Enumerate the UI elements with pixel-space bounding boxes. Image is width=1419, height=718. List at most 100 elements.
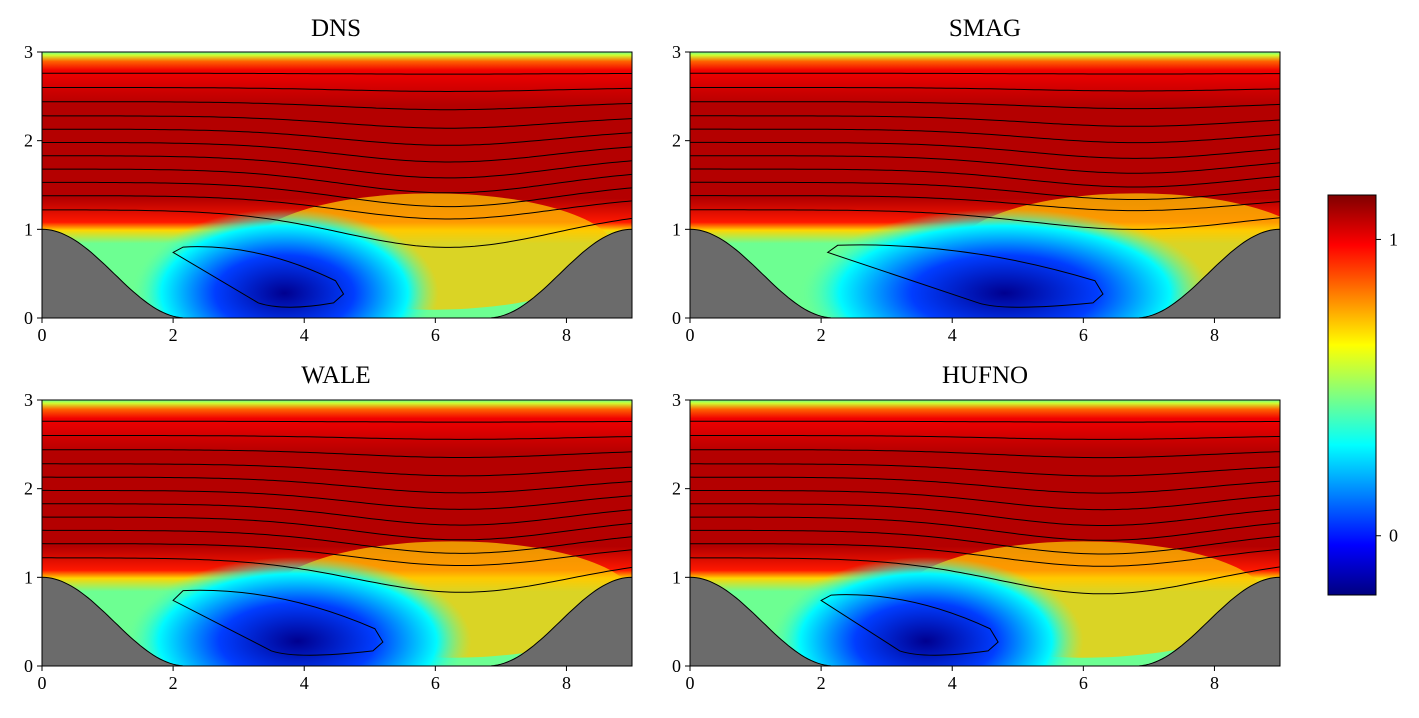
- x-tick-label: 6: [431, 673, 440, 693]
- y-tick-label: 2: [672, 479, 681, 499]
- y-tick-label: 2: [672, 131, 681, 151]
- x-tick-label: 4: [948, 673, 957, 693]
- streamline: [690, 101, 1280, 110]
- x-tick-label: 2: [817, 325, 826, 345]
- y-tick-label: 0: [24, 656, 33, 676]
- recirculation-core: [798, 208, 1212, 318]
- streamline: [42, 516, 632, 541]
- x-tick-label: 6: [1079, 673, 1088, 693]
- streamline: [690, 115, 1280, 127]
- x-tick-label: 0: [38, 673, 47, 693]
- streamline: [690, 209, 1280, 230]
- recirculation-contour: [172, 589, 384, 656]
- streamline: [690, 463, 1280, 477]
- streamline: [690, 72, 1280, 75]
- streamline: [690, 195, 1280, 212]
- streamline: [42, 195, 632, 220]
- y-tick-label: 3: [24, 390, 33, 410]
- panel-dns: DNS 0 2 4 6 8 0 1 2 3: [24, 15, 633, 345]
- streamline: [690, 168, 1280, 188]
- y-tick-label: 3: [672, 42, 681, 62]
- y-tick-label: 2: [24, 131, 33, 151]
- y-tick-label: 2: [24, 479, 33, 499]
- streamline: [690, 420, 1280, 423]
- streamline: [690, 141, 1280, 159]
- streamline: [690, 516, 1280, 541]
- recirculation-core: [768, 556, 1084, 666]
- streamline: [690, 476, 1280, 494]
- streamline: [690, 181, 1280, 200]
- streamline: [42, 115, 632, 129]
- x-tick-label: 6: [1079, 325, 1088, 345]
- streamline: [42, 168, 632, 194]
- streamline: [42, 142, 632, 163]
- panel-wale: WALE 0 2 4 6 8 0 1 2 3: [24, 362, 633, 693]
- streamline: [42, 420, 632, 423]
- y-tick-label: 0: [24, 308, 33, 328]
- y-tick-label: 1: [672, 567, 681, 587]
- x-tick-label: 0: [38, 325, 47, 345]
- x-tick-label: 2: [169, 673, 178, 693]
- y-tick-label: 0: [672, 656, 681, 676]
- y-tick-label: 3: [24, 42, 33, 62]
- x-tick-label: 2: [817, 673, 826, 693]
- x-tick-label: 8: [562, 325, 571, 345]
- hill-geometry: [690, 228, 1280, 318]
- streamline: [42, 543, 632, 566]
- streamline: [42, 449, 632, 458]
- streamline: [42, 489, 632, 510]
- streamline: [42, 557, 632, 593]
- streamline: [690, 557, 1280, 595]
- x-tick-label: 4: [300, 673, 309, 693]
- streamline: [42, 128, 632, 146]
- streamline: [690, 87, 1280, 92]
- x-tick-label: 4: [948, 325, 957, 345]
- colorbar-tick-label: 0: [1389, 526, 1398, 546]
- panel-title: SMAG: [949, 15, 1021, 42]
- colorbar-tick-label: 1: [1389, 229, 1398, 249]
- panel-title: WALE: [301, 362, 370, 389]
- colorbar: 01: [1327, 194, 1398, 596]
- streamline: [42, 181, 632, 208]
- axes-frame: [689, 51, 1281, 319]
- streamline: [42, 87, 632, 92]
- recirculation-core: [123, 556, 472, 666]
- streamline: [42, 529, 632, 554]
- axes-frame: [689, 399, 1281, 667]
- streamline: [690, 128, 1280, 144]
- panel-hufno: HUFNO 0 2 4 6 8 0 1 2 3: [672, 362, 1281, 693]
- y-tick-label: 1: [672, 219, 681, 239]
- streamline: [690, 435, 1280, 440]
- streamline: [690, 529, 1280, 555]
- streamline: [42, 503, 632, 526]
- panel-smag: SMAG 0 2 4 6 8 0 1 2 3: [672, 15, 1281, 345]
- x-tick-label: 8: [1210, 325, 1219, 345]
- panel-title: DNS: [311, 15, 361, 42]
- streamline: [42, 476, 632, 494]
- x-tick-label: 4: [300, 325, 309, 345]
- streamline: [42, 463, 632, 477]
- axes-frame: [41, 51, 633, 319]
- panel-title: HUFNO: [942, 362, 1028, 389]
- colorbar-gradient: [1327, 194, 1377, 596]
- streamline: [690, 543, 1280, 567]
- recirculation-contour: [820, 594, 999, 656]
- recirculation-contour: [826, 244, 1104, 308]
- streamline: [42, 72, 632, 75]
- recirculation-contour: [172, 246, 345, 308]
- streamline: [690, 155, 1280, 174]
- streamline: [42, 209, 632, 248]
- streamline: [42, 155, 632, 179]
- streamline: [690, 490, 1280, 511]
- hill-geometry: [690, 576, 1280, 666]
- hill-geometry: [42, 576, 632, 666]
- streamline: [42, 101, 632, 111]
- streamline: [690, 503, 1280, 526]
- x-tick-label: 0: [686, 673, 695, 693]
- streamline: [42, 435, 632, 440]
- x-tick-label: 0: [686, 325, 695, 345]
- x-tick-label: 8: [1210, 673, 1219, 693]
- recirculation-core: [130, 208, 439, 318]
- y-tick-label: 1: [24, 219, 33, 239]
